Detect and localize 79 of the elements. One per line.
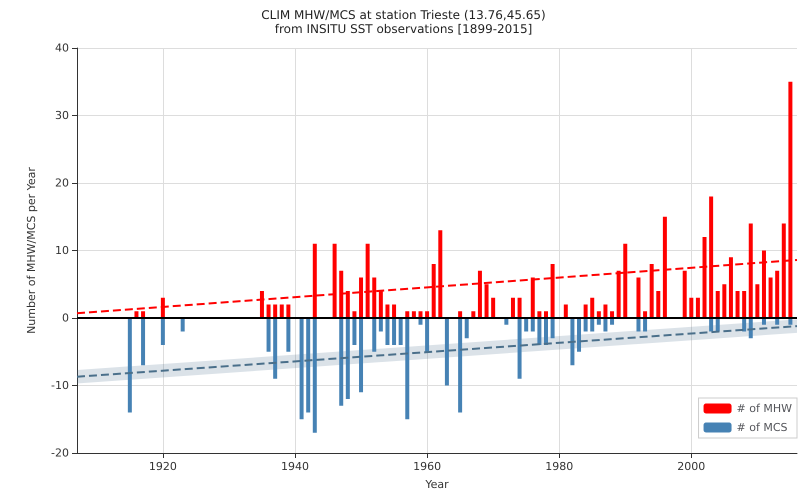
bar: [312, 318, 317, 433]
bar: [768, 278, 773, 318]
x-tick-label: 1940: [280, 460, 309, 473]
y-tick-label: -20: [51, 446, 69, 460]
bar: [359, 318, 364, 392]
bar: [530, 318, 535, 332]
y-tick-label: 0: [62, 312, 69, 324]
bar: [656, 291, 660, 318]
bar: [603, 318, 608, 332]
bar: [696, 298, 700, 318]
bar: [636, 318, 640, 332]
bar: [378, 318, 383, 332]
bar: [286, 304, 290, 318]
y-tick-label: 30: [55, 109, 69, 122]
bar: [491, 298, 496, 318]
bar: [385, 304, 390, 318]
y-tick-label: 40: [55, 42, 69, 54]
bar: [300, 318, 304, 420]
bar: [550, 318, 555, 338]
y-tick-label: 10: [55, 244, 69, 257]
bar: [160, 318, 165, 345]
bar: [392, 318, 396, 345]
bar: [636, 278, 640, 318]
x-tick-label: 1960: [413, 460, 442, 473]
bar: [742, 291, 746, 318]
legend-label: # of MCS: [736, 421, 788, 434]
bar: [346, 318, 350, 399]
y-tick-label: -10: [51, 379, 69, 392]
bar: [385, 318, 390, 345]
bar: [273, 304, 278, 318]
bar: [603, 304, 608, 318]
bar: [577, 318, 582, 352]
bar: [689, 298, 694, 318]
legend-label: # of MHW: [736, 402, 792, 415]
bar: [458, 318, 462, 412]
bar: [709, 318, 714, 332]
bar: [537, 318, 542, 345]
bar: [352, 318, 356, 345]
bar: [518, 318, 522, 379]
chart-subtitle: from INSITU SST observations [1899-2015]: [274, 22, 532, 36]
bar: [518, 298, 522, 318]
bar: [405, 318, 410, 420]
x-tick-label: 2000: [677, 460, 706, 473]
bar: [266, 318, 271, 352]
bar: [273, 318, 278, 379]
bar: [286, 318, 290, 352]
y-axis-title: Number of MHW/MCS per Year: [25, 166, 38, 334]
x-axis-title: Year: [424, 478, 450, 491]
bar: [736, 291, 740, 318]
bar: [524, 318, 528, 332]
bar: [280, 304, 284, 318]
bar: [584, 304, 588, 318]
bar: [510, 298, 515, 318]
bar: [306, 318, 310, 412]
bar: [564, 304, 568, 318]
bar: [775, 270, 780, 318]
x-tick-label: 1920: [148, 460, 177, 473]
bar: [643, 318, 648, 332]
bar: [755, 284, 760, 318]
bar: [716, 291, 720, 318]
bar: [590, 298, 594, 318]
bar: [180, 318, 185, 332]
chart-title: CLIM MHW/MCS at station Trieste (13.76,45.65): [261, 8, 546, 22]
bar: [339, 318, 344, 406]
bar: [590, 318, 594, 332]
bar: [425, 318, 430, 352]
x-tick-label: 1980: [545, 460, 574, 473]
bar: [141, 318, 146, 366]
bar: [464, 318, 469, 338]
bar: [372, 318, 376, 352]
bar: [444, 318, 449, 386]
bar: [570, 318, 574, 366]
y-tick-label: 20: [55, 176, 69, 190]
bar: [722, 284, 726, 318]
bar: [266, 304, 271, 318]
bar: [392, 304, 396, 318]
bar: [584, 318, 588, 332]
bar: [398, 318, 403, 345]
bar: [128, 318, 132, 412]
